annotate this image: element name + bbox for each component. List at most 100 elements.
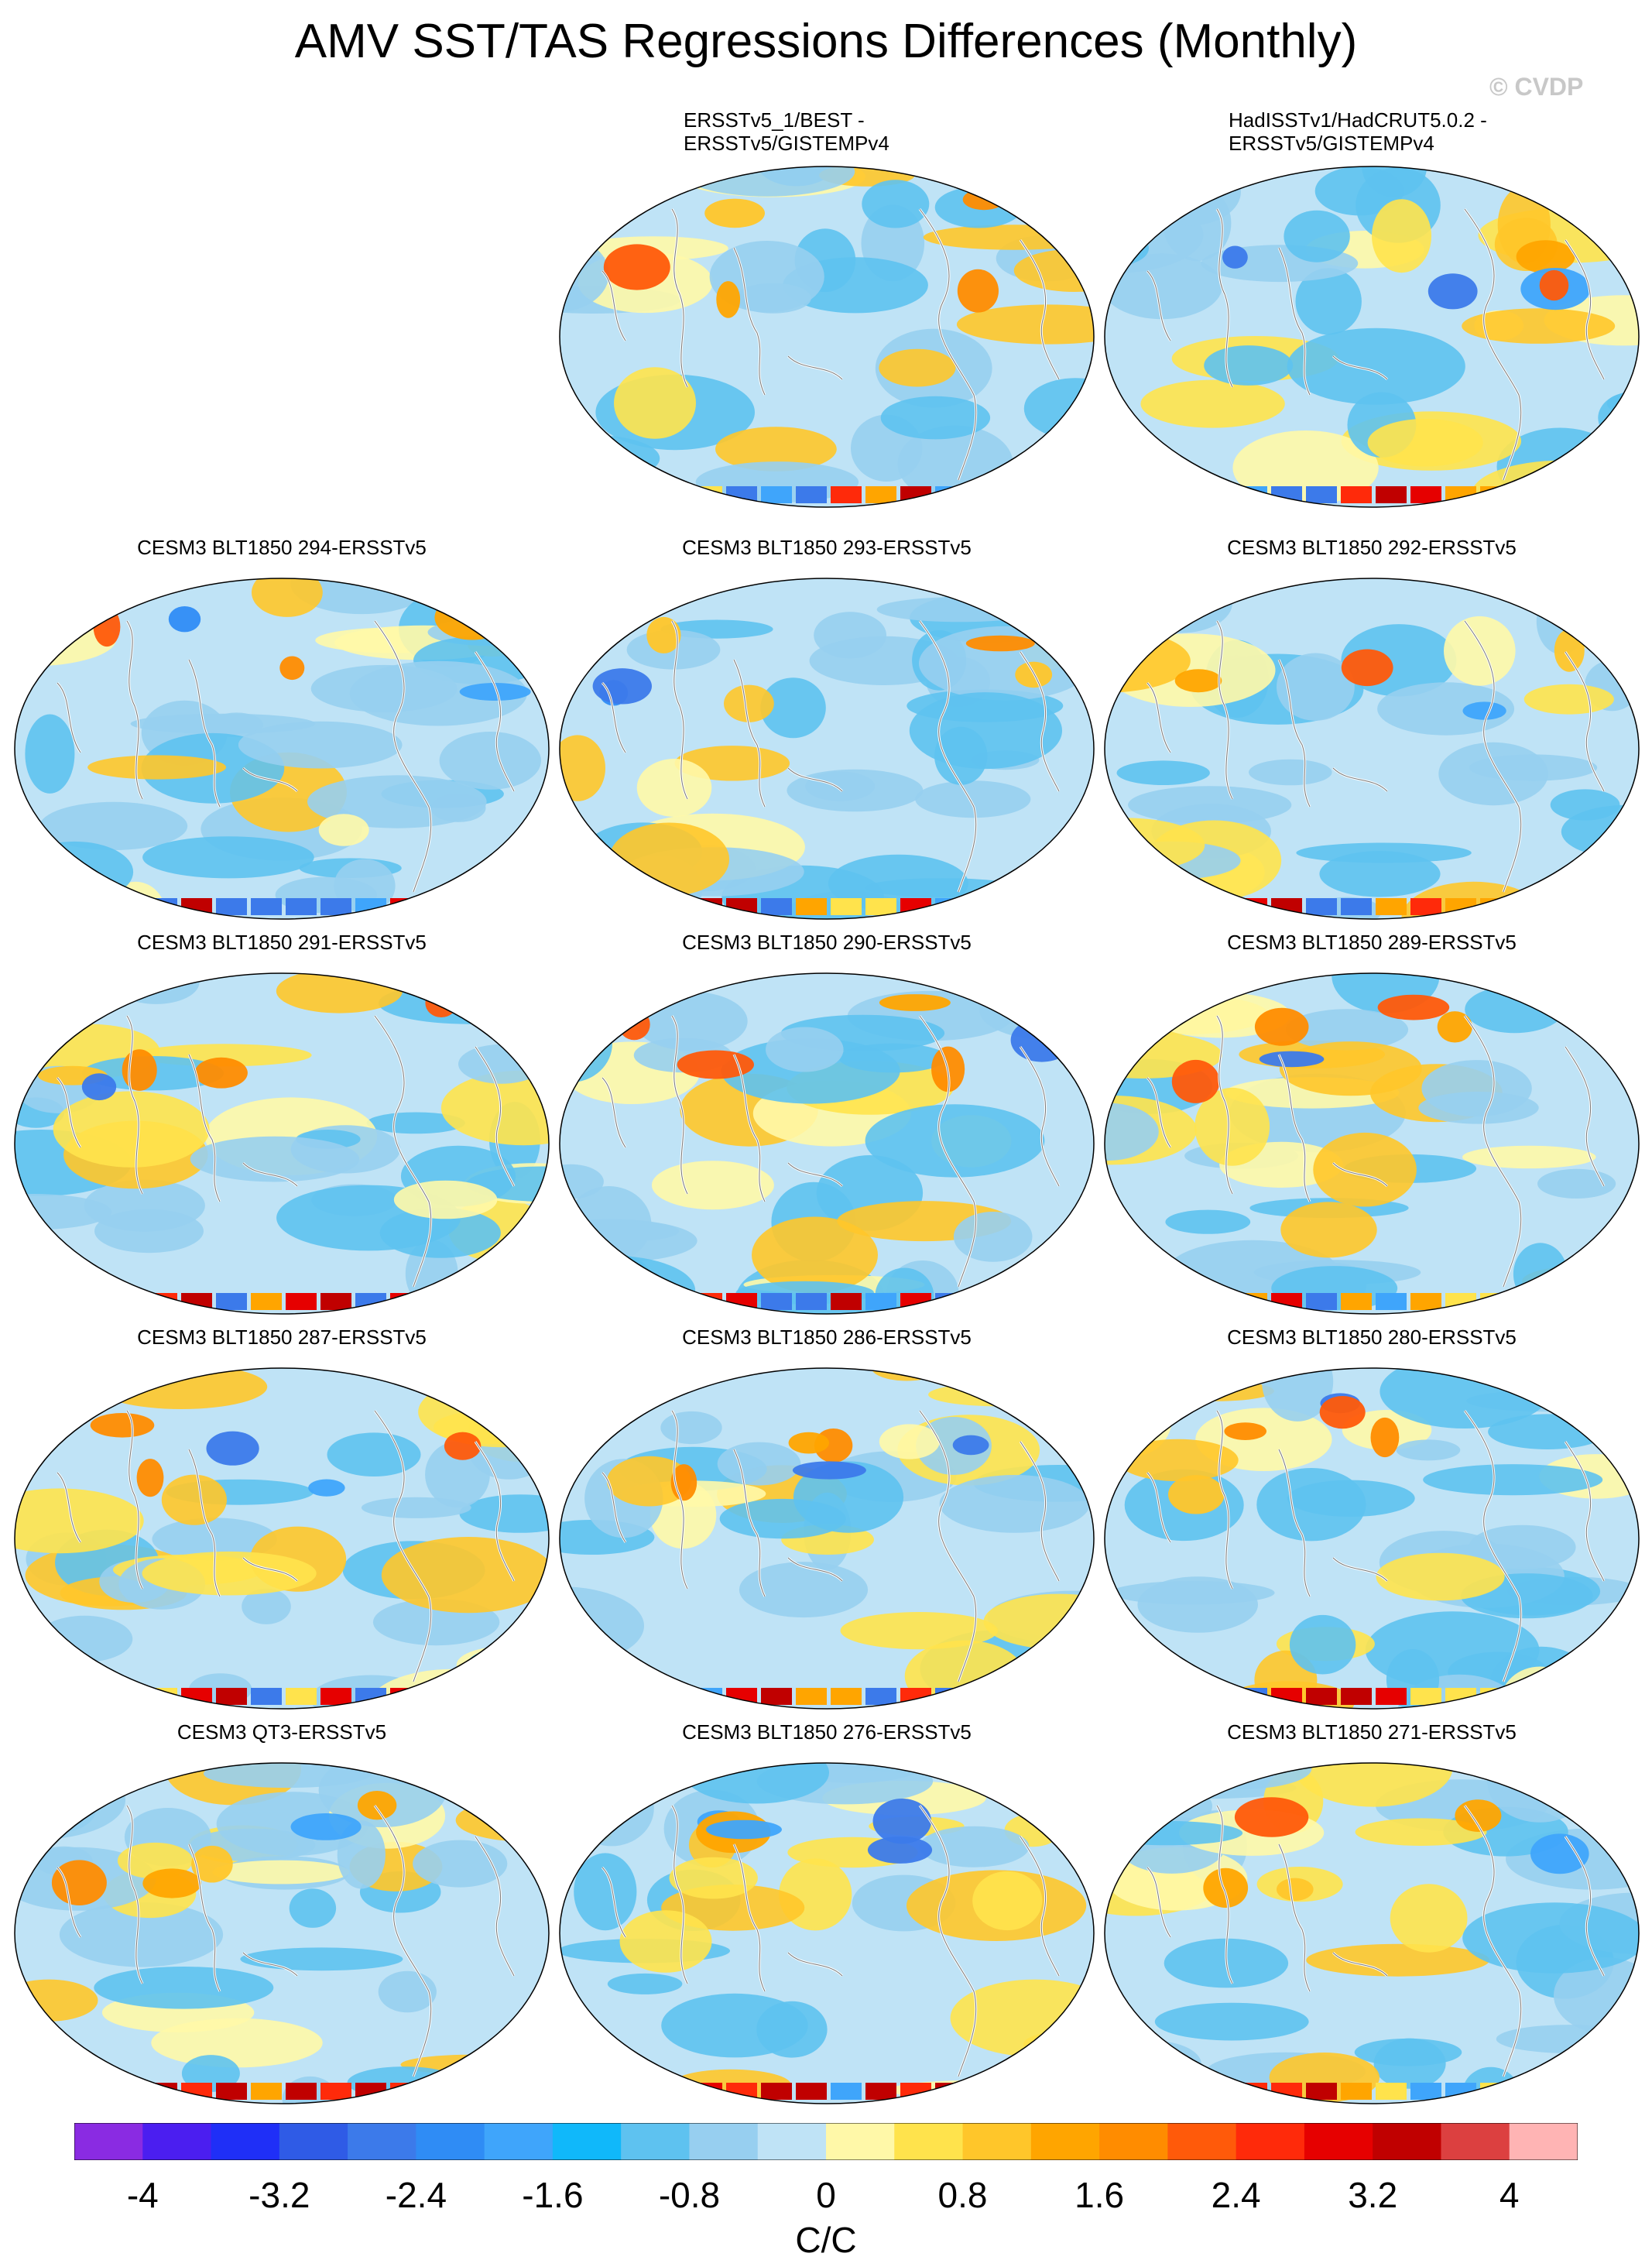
coastline-outline: [1278, 1054, 1311, 1202]
colorbar-swatch: [826, 2123, 895, 2160]
coastline-outline: [1278, 1449, 1311, 1597]
strong-anomaly: [1341, 649, 1393, 687]
anomaly-blob: [1332, 973, 1440, 1013]
coastline-outline: [1464, 208, 1522, 481]
anomaly-blob: [1355, 1818, 1487, 1846]
strong-anomaly: [357, 1791, 397, 1820]
anomaly-blob: [669, 1857, 758, 1899]
antarctic-strip: [1480, 1293, 1511, 1310]
anomaly-blob: [1040, 2060, 1094, 2104]
figure-title: AMV SST/TAS Regressions Differences (Mon…: [294, 15, 1358, 68]
coastline-outline: [374, 1805, 432, 2077]
coastline-outline: [1216, 1805, 1233, 1984]
anomaly-blob: [928, 1383, 1072, 1407]
anomaly-blob: [560, 1680, 694, 1709]
anomaly-blob: [715, 427, 837, 472]
coastline-outline: [733, 659, 766, 808]
colorbar-swatch: [757, 2123, 827, 2160]
anomaly-blob: [242, 1588, 291, 1624]
coastline-outline: [1464, 1015, 1522, 1288]
anomaly-blob: [584, 1221, 680, 1241]
anomaly-blob: [865, 1104, 1045, 1178]
anomaly-blob: [1140, 379, 1285, 428]
coastline-outline: [242, 767, 298, 792]
anomaly-blob: [1367, 418, 1483, 467]
anomaly-blob: [1002, 986, 1094, 1010]
anomaly-blob: [318, 814, 369, 846]
coastline-outline: [188, 1843, 221, 1992]
strong-anomaly: [1259, 1051, 1325, 1068]
coastline-outline: [1278, 659, 1311, 808]
colorbar-tick-label: -3.2: [248, 2175, 310, 2215]
antarctic-strip: [1515, 1688, 1546, 1705]
anomaly-blob: [15, 841, 134, 903]
anomaly-blob: [574, 1853, 637, 1931]
antarctic-strip: [425, 1688, 456, 1705]
strong-anomaly: [1377, 994, 1450, 1020]
panel-title: CESM3 BLT1850 287-ERSSTv5: [137, 1326, 427, 1349]
world-map: [14, 972, 550, 1315]
panel-title: CESM3 BLT1850 292-ERSSTv5: [1227, 536, 1517, 559]
coastline-outline: [374, 620, 432, 893]
anomaly-blob: [1529, 579, 1639, 617]
panel-title: ERSSTv5_1/BEST - ERSSTv5/GISTEMPv4: [684, 108, 889, 155]
anomaly-blob: [289, 1888, 337, 1928]
anomaly-blob: [142, 1551, 317, 1596]
world-map: [1104, 972, 1640, 1315]
antarctic-strip: [111, 898, 142, 915]
anomaly-blob: [161, 1474, 227, 1525]
anomaly-blob: [1372, 199, 1431, 273]
strong-anomaly: [952, 1435, 989, 1456]
anomaly-blob: [337, 1820, 386, 1889]
anomaly-blob: [1287, 328, 1465, 405]
antarctic-strip: [761, 1688, 792, 1705]
strong-anomaly: [434, 595, 510, 640]
anomaly-blob: [564, 2072, 646, 2104]
strong-anomaly: [872, 1799, 932, 1844]
world-map: [559, 972, 1095, 1315]
antarctic-strip: [1341, 1688, 1372, 1705]
colorbar-tick-label: 0.8: [937, 2175, 988, 2215]
antarctic-strip: [1201, 1688, 1232, 1705]
antarctic-strip: [251, 1688, 282, 1705]
anomaly-blob: [879, 348, 956, 387]
anomaly-blob: [1444, 616, 1516, 686]
anomaly-blob: [584, 578, 670, 622]
anomaly-blob: [1547, 886, 1639, 919]
anomaly-blob: [1052, 1021, 1094, 1041]
anomaly-blob: [87, 755, 227, 780]
anomaly-blob: [760, 677, 826, 739]
anomaly-blob: [437, 585, 514, 612]
anomaly-blob: [619, 1910, 712, 1973]
colorbar-swatch: [211, 2123, 280, 2160]
panel-title: CESM3 BLT1850 286-ERSSTv5: [682, 1326, 972, 1349]
panel-title: CESM3 BLT1850 293-ERSSTv5: [682, 536, 972, 559]
anomaly-blob: [972, 1871, 1043, 1931]
coastline-outline: [1565, 239, 1605, 380]
anomaly-blob: [608, 822, 730, 897]
anomaly-blob: [1130, 578, 1232, 633]
anomaly-blob: [1284, 210, 1350, 262]
anomaly-blob: [724, 684, 774, 722]
antarctic-strip: [1515, 2083, 1546, 2100]
anomaly-blob: [1423, 1464, 1603, 1496]
coastline-outline: [1216, 620, 1233, 800]
antarctic-strip: [1341, 898, 1372, 915]
antarctic-strip: [1201, 486, 1232, 503]
anomaly-blob: [915, 780, 1031, 818]
coastline-outline: [242, 1557, 298, 1582]
antarctic-strip: [656, 486, 687, 503]
colorbar-swatch: [348, 2123, 416, 2160]
strong-anomaly: [788, 1432, 829, 1454]
antarctic-strip: [1306, 2083, 1337, 2100]
anomaly-blob: [1109, 2041, 1202, 2089]
anomaly-blob: [560, 1368, 637, 1412]
anomaly-blob: [680, 166, 855, 197]
anomaly-blob: [1462, 1145, 1596, 1169]
world-map: [559, 1762, 1095, 2104]
coastline-outline: [475, 1046, 515, 1187]
anomaly-blob: [1105, 1763, 1154, 1806]
anomaly-blob: [560, 467, 631, 507]
colorbar-swatch: [1236, 2123, 1305, 2160]
anomaly-blob: [636, 759, 712, 817]
